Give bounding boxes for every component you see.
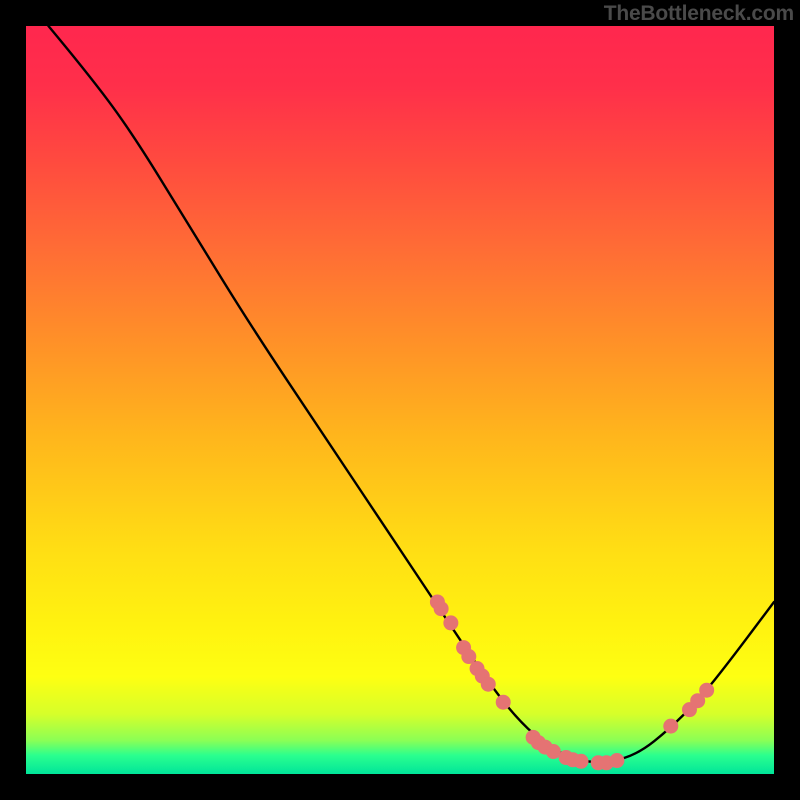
chart-plot-area bbox=[26, 26, 774, 774]
watermark-text: TheBottleneck.com bbox=[604, 2, 794, 26]
bottleneck-curve bbox=[48, 26, 774, 762]
chart-stage: TheBottleneck.com bbox=[0, 0, 800, 800]
data-marker bbox=[663, 719, 678, 734]
data-marker bbox=[481, 677, 496, 692]
chart-svg bbox=[26, 26, 774, 774]
data-marker bbox=[496, 695, 511, 710]
data-marker bbox=[546, 744, 561, 759]
data-markers bbox=[430, 594, 714, 770]
data-marker bbox=[609, 753, 624, 768]
data-marker bbox=[699, 683, 714, 698]
data-marker bbox=[443, 615, 458, 630]
data-marker bbox=[574, 754, 589, 769]
data-marker bbox=[434, 601, 449, 616]
